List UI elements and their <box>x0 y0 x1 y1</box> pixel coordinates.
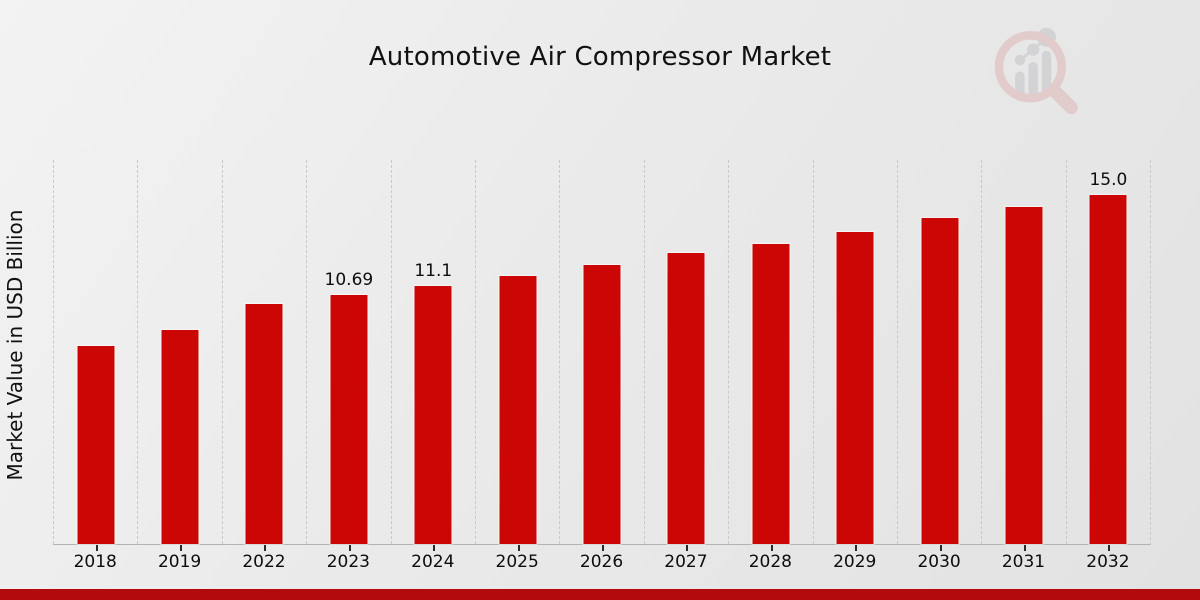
x-tick-label-2028: 2028 <box>748 552 792 572</box>
x-axis-tick-2029 <box>855 545 858 551</box>
bar-slot-2023: 10.69 <box>306 160 390 551</box>
x-tick-label-2019: 2019 <box>157 552 202 572</box>
x-axis-labels: 2018 2019 2022 2023 2024 2025 2026 2027 2028 2029… <box>53 552 1150 572</box>
x-tick-label-2031: 2031 <box>1001 552 1046 572</box>
y-axis-label: Market Value in USD Billion <box>3 209 27 481</box>
bottom-accent-band <box>0 589 1200 600</box>
x-axis-tick-2022 <box>264 545 267 551</box>
bar-2030 <box>921 218 959 544</box>
x-tick-label-2029: 2029 <box>833 552 877 572</box>
bar-2025 <box>499 276 537 544</box>
bar-2018 <box>77 346 115 544</box>
bar-2027 <box>667 253 705 544</box>
bar-value-label-2023: 10.69 <box>324 270 374 290</box>
plot-area: 10.69 11.1 15.0 <box>53 160 1151 551</box>
x-tick-label-2018: 2018 <box>73 552 117 572</box>
bar-value-label-2024: 11.1 <box>414 261 453 281</box>
x-axis-tick-2032 <box>1108 545 1111 551</box>
bar-value-label-2032: 15.0 <box>1089 170 1128 190</box>
magnifier-bar-chart-logo <box>994 27 1078 115</box>
x-axis-tick-2025 <box>517 545 520 551</box>
bar-2031 <box>1005 207 1043 544</box>
x-tick-label-2027: 2027 <box>664 552 708 572</box>
bar-slot-2026 <box>559 160 643 551</box>
bar-2028 <box>752 244 790 544</box>
x-axis-tick-2028 <box>770 545 773 551</box>
x-tick-label-2030: 2030 <box>917 552 961 572</box>
x-tick-label-2023: 2023 <box>326 552 370 572</box>
x-axis-tick-2030 <box>939 545 942 551</box>
bar-slot-2030 <box>896 160 981 551</box>
bar-2029 <box>836 232 874 544</box>
x-axis-tick-2018 <box>95 545 98 551</box>
x-tick-label-2022: 2022 <box>242 552 286 572</box>
x-tick-label-2025: 2025 <box>495 552 539 572</box>
x-tick-label-2024: 2024 <box>411 552 455 572</box>
bar-slot-2024: 11.1 <box>390 160 475 551</box>
bar-slot-2029 <box>812 160 897 551</box>
bar-slot-2019 <box>137 160 221 551</box>
bar-2032 <box>1089 195 1127 544</box>
bar-slot-2027 <box>643 160 728 551</box>
bar-slot-2018 <box>53 160 137 551</box>
x-axis-tick-2026 <box>602 545 605 551</box>
bar-2024 <box>414 286 452 544</box>
bar-slot-2032: 15.0 <box>1065 160 1150 551</box>
bar-2026 <box>583 265 621 544</box>
x-axis-tick-2019 <box>180 545 183 551</box>
x-axis-tick-2031 <box>1023 545 1026 551</box>
bar-slot-2028 <box>728 160 812 551</box>
bar-slot-2031 <box>981 160 1065 551</box>
x-axis-tick-2027 <box>686 545 689 551</box>
x-axis-tick-2024 <box>433 545 436 551</box>
bar-2022 <box>245 304 283 544</box>
x-axis-tick-2023 <box>348 545 351 551</box>
chart-title: Automotive Air Compressor Market <box>368 42 832 72</box>
x-tick-label-2026: 2026 <box>579 552 624 572</box>
bar-slot-2022 <box>221 160 306 551</box>
bar-2019 <box>161 330 199 544</box>
bar-slot-2025 <box>474 160 559 551</box>
x-tick-label-2032: 2032 <box>1086 552 1130 572</box>
bar-2023 <box>330 295 368 544</box>
